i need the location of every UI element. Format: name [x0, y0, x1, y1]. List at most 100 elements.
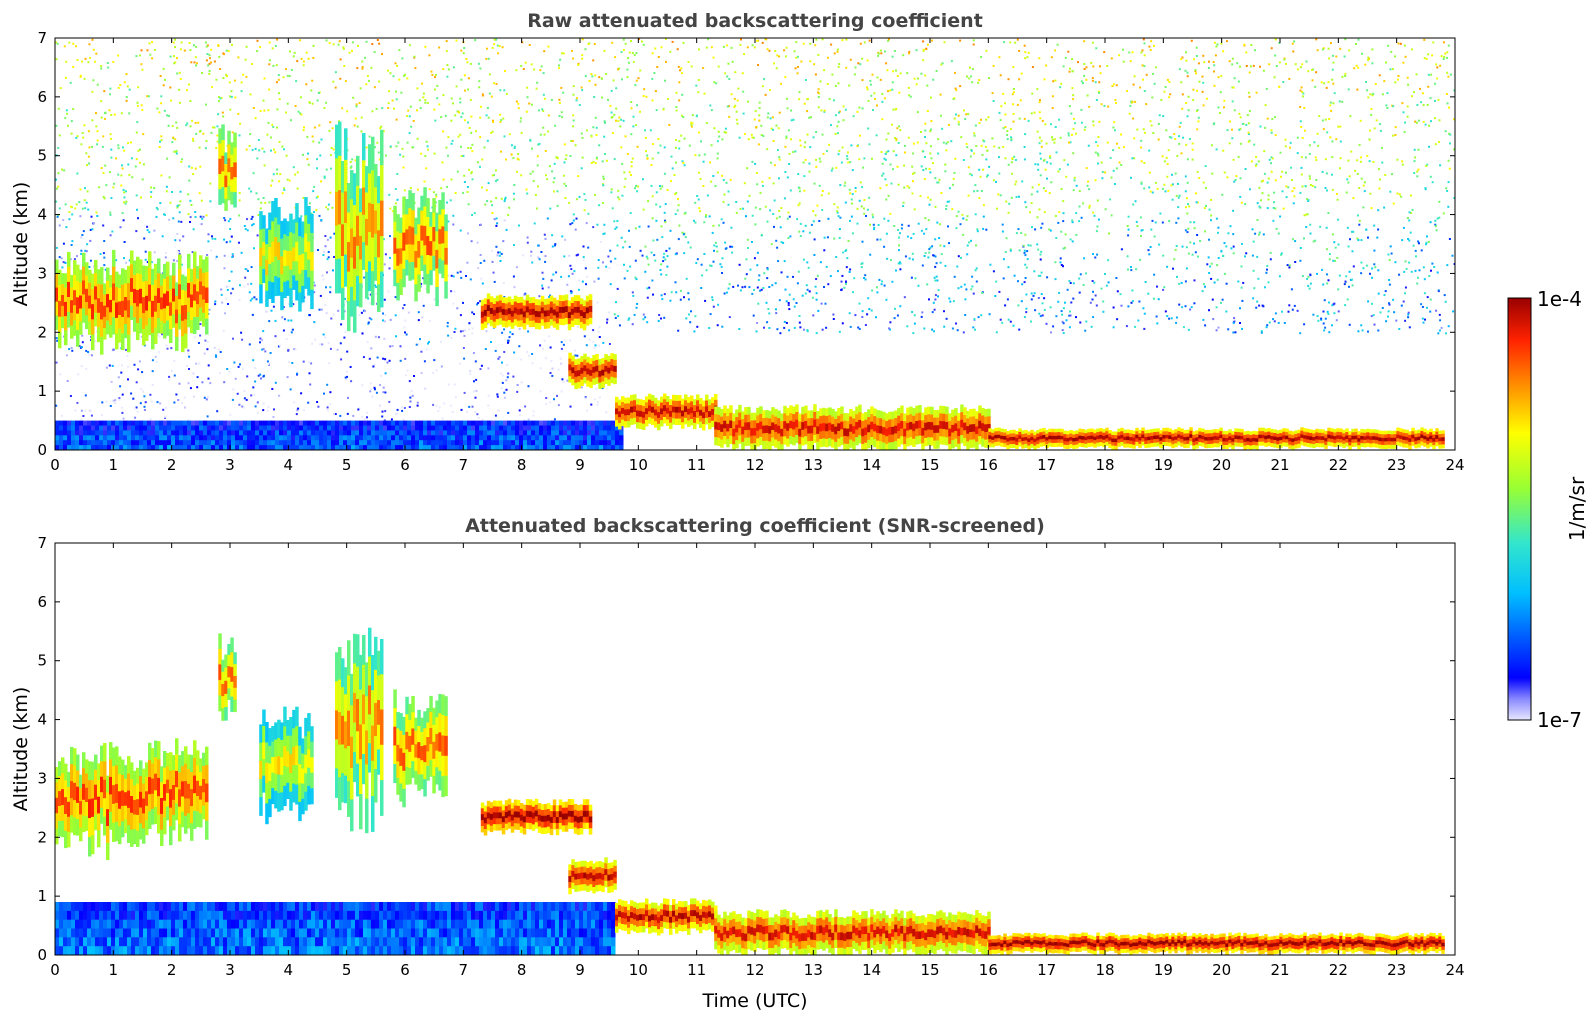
- heatmap-cell: [917, 284, 920, 287]
- heatmap-cell: [818, 184, 821, 187]
- heatmap-cell: [674, 253, 677, 256]
- heatmap-cell: [354, 117, 357, 120]
- heatmap-cell: [394, 62, 397, 65]
- heatmap-cell: [411, 394, 414, 397]
- heatmap-cell: [308, 314, 311, 317]
- heatmap-cell: [413, 55, 416, 58]
- heatmap-cell: [1416, 104, 1419, 106]
- heatmap-cell: [360, 116, 363, 119]
- heatmap-cell: [250, 218, 253, 220]
- heatmap-cell: [1360, 239, 1363, 242]
- heatmap-cell: [275, 64, 278, 67]
- heatmap-cell: [233, 361, 236, 364]
- heatmap-cell: [534, 193, 537, 196]
- heatmap-cell: [1228, 142, 1231, 145]
- heatmap-cell: [843, 184, 846, 187]
- chart-title-raw: Raw attenuated backscattering coefficien…: [527, 10, 983, 32]
- heatmap-cell: [1324, 158, 1327, 161]
- heatmap-cell: [779, 332, 782, 335]
- heatmap-cell: [1135, 220, 1138, 223]
- heatmap-cell: [1270, 170, 1273, 173]
- heatmap-cell: [1052, 80, 1055, 83]
- heatmap-cell: [119, 385, 122, 388]
- heatmap-cell: [1327, 279, 1330, 282]
- heatmap-cell: [772, 213, 775, 215]
- heatmap-cell: [87, 130, 90, 133]
- heatmap-cell: [989, 263, 992, 266]
- heatmap-cell: [140, 196, 142, 199]
- panel-raw: Raw attenuated backscattering coefficien…: [10, 10, 1465, 474]
- heatmap-cell: [327, 208, 330, 211]
- heatmap-cell: [1039, 99, 1041, 102]
- heatmap-cell: [1428, 124, 1431, 127]
- heatmap-cell: [462, 330, 464, 333]
- heatmap-cell: [927, 219, 930, 222]
- heatmap-cell: [459, 97, 462, 100]
- heatmap-cell: [934, 177, 937, 180]
- heatmap-cell: [462, 154, 465, 157]
- heatmap-cell: [609, 260, 612, 263]
- heatmap-cell: [881, 162, 884, 165]
- heatmap-cell: [493, 218, 496, 221]
- heatmap-cell: [345, 378, 348, 381]
- heatmap-cell: [438, 46, 441, 49]
- heatmap-cell: [1311, 185, 1314, 187]
- heatmap-cell: [420, 282, 423, 285]
- heatmap-cell: [96, 139, 99, 142]
- heatmap-cell: [278, 180, 281, 183]
- heatmap-cell: [191, 119, 194, 122]
- heatmap-cell: [880, 52, 883, 55]
- heatmap-cell: [471, 311, 474, 314]
- heatmap-cell: [1133, 75, 1136, 78]
- heatmap-cell: [490, 131, 493, 134]
- heatmap-cell: [228, 370, 231, 373]
- heatmap-cell: [1095, 99, 1098, 101]
- heatmap-cell: [732, 285, 735, 288]
- heatmap-cell: [939, 93, 942, 96]
- heatmap-cell: [1077, 61, 1079, 64]
- heatmap-cell: [122, 219, 125, 222]
- heatmap-cell: [730, 46, 733, 49]
- heatmap-cell: [1096, 144, 1099, 147]
- heatmap-cell: [838, 149, 841, 152]
- heatmap-cell: [573, 270, 576, 273]
- heatmap-cell: [226, 289, 229, 291]
- heatmap-cell: [324, 235, 327, 237]
- heatmap-cell: [1041, 314, 1044, 317]
- heatmap-cell: [1331, 324, 1333, 327]
- heatmap-cell: [1259, 65, 1261, 68]
- heatmap-cell: [861, 316, 864, 318]
- heatmap-cell: [1021, 283, 1024, 286]
- heatmap-cell: [923, 327, 926, 330]
- heatmap-cell: [1301, 275, 1304, 278]
- heatmap-cell: [846, 257, 849, 260]
- heatmap-cell: [1175, 316, 1178, 319]
- heatmap-cell: [571, 272, 574, 275]
- heatmap-cell: [1384, 174, 1387, 176]
- heatmap-cell: [610, 111, 613, 114]
- heatmap-cell: [490, 341, 492, 343]
- heatmap-cell: [196, 62, 198, 65]
- heatmap-cell: [428, 320, 431, 322]
- heatmap-cell: [1210, 198, 1213, 201]
- heatmap-cell: [1367, 96, 1370, 99]
- heatmap-cell: [927, 196, 930, 199]
- heatmap-cell: [1258, 233, 1261, 236]
- heatmap-cell: [63, 169, 66, 172]
- heatmap-cell: [180, 160, 183, 163]
- heatmap-cell: [798, 190, 801, 193]
- heatmap-cell: [976, 189, 979, 192]
- heatmap-cell: [1000, 105, 1003, 108]
- heatmap-cell: [1417, 168, 1420, 171]
- heatmap-cell: [531, 353, 534, 355]
- heatmap-cell: [495, 38, 498, 41]
- heatmap-cell: [777, 260, 780, 263]
- heatmap-cell: [892, 70, 895, 73]
- heatmap-cell: [207, 64, 210, 67]
- heatmap-cell: [1419, 87, 1421, 90]
- heatmap-cell: [55, 246, 58, 249]
- heatmap-cell: [551, 374, 554, 377]
- heatmap-cell: [1188, 205, 1191, 208]
- heatmap-cell: [194, 121, 197, 124]
- heatmap-cell: [1392, 134, 1395, 137]
